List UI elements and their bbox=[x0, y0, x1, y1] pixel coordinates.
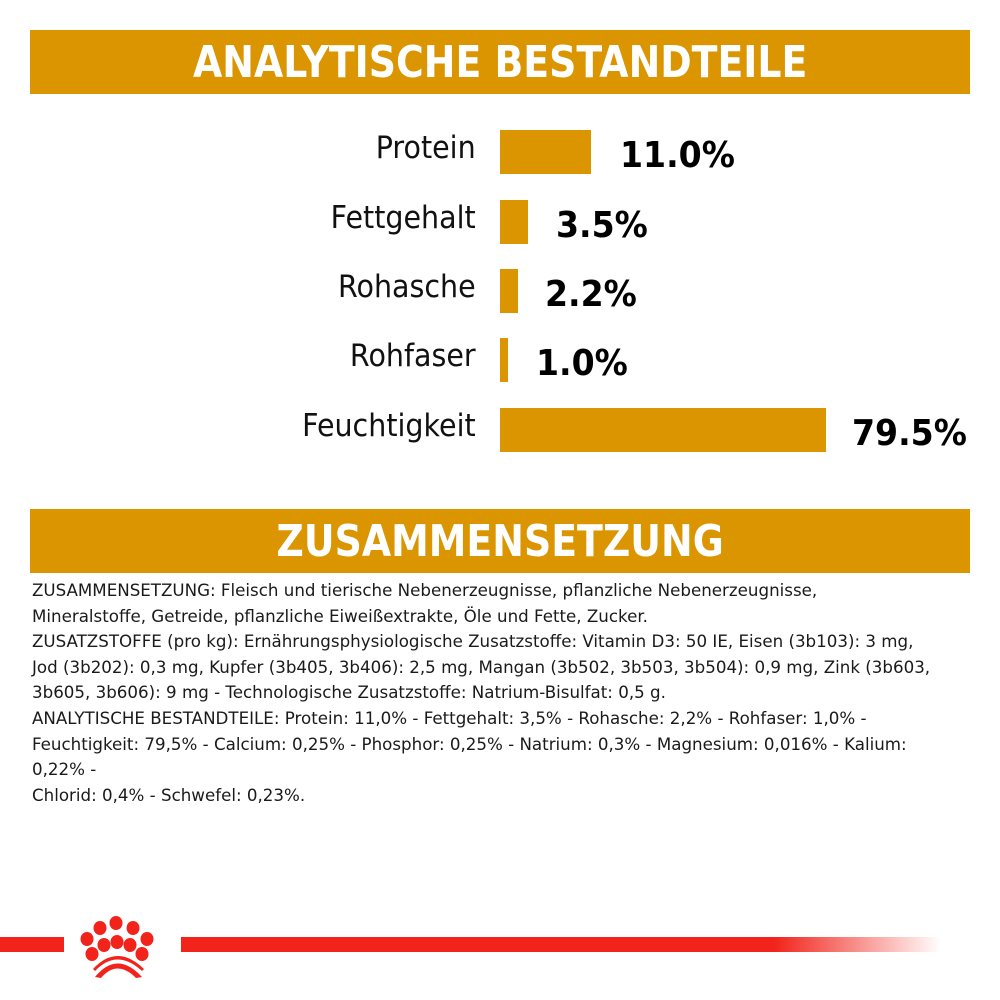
composition-paragraph-analysis-end: Chlorid: 0,4% - Schwefel: 0,23%. bbox=[32, 785, 306, 806]
bar-label: Feuchtigkeit bbox=[302, 408, 476, 444]
composition-paragraph-analysis: ANALYTISCHE BESTANDTEILE: Protein: 11,0%… bbox=[32, 708, 907, 781]
nutrient-bar-chart: Protein 11.0% Fettgehalt 3.5% Rohasche 2.2% Ro… bbox=[0, 0, 1000, 480]
bar-value: 3.5% bbox=[556, 205, 648, 246]
composition-paragraph-ingredients: ZUSAMMENSETZUNG: Fleisch und tierische N… bbox=[32, 581, 818, 627]
bar-label: Rohfaser bbox=[350, 338, 476, 374]
composition-title-banner: ZUSAMMENSETZUNG bbox=[30, 509, 970, 573]
composition-paragraph-additives: ZUSATZSTOFFE (pro kg): Ernährungsphysiol… bbox=[32, 632, 931, 704]
bar-row-rohfaser: Rohfaser 1.0% bbox=[0, 338, 1000, 384]
bar bbox=[500, 269, 518, 313]
bar bbox=[500, 408, 826, 452]
bar-value: 79.5% bbox=[852, 413, 967, 454]
bar bbox=[500, 338, 508, 382]
bar bbox=[500, 130, 591, 174]
composition-title: ZUSAMMENSETZUNG bbox=[276, 515, 724, 567]
bar bbox=[500, 200, 528, 244]
bar-row-fettgehalt: Fettgehalt 3.5% bbox=[0, 200, 1000, 246]
footer-red-line-right bbox=[181, 937, 941, 952]
crown-logo-icon bbox=[70, 915, 180, 981]
bar-value: 2.2% bbox=[545, 274, 637, 315]
bar-value: 1.0% bbox=[536, 343, 628, 384]
bar-label: Fettgehalt bbox=[330, 200, 476, 236]
composition-text: ZUSAMMENSETZUNG: Fleisch und tierische N… bbox=[32, 579, 962, 809]
bar-value: 11.0% bbox=[620, 135, 735, 176]
bar-row-feuchtigkeit: Feuchtigkeit 79.5% bbox=[0, 408, 1000, 454]
analysis-title-banner: ANALYTISCHE BESTANDTEILE bbox=[30, 30, 970, 94]
bar-label: Protein bbox=[376, 130, 476, 166]
footer-red-line-left bbox=[0, 937, 64, 952]
bar-row-rohasche: Rohasche 2.2% bbox=[0, 269, 1000, 315]
bar-label: Rohasche bbox=[338, 269, 476, 305]
analysis-title: ANALYTISCHE BESTANDTEILE bbox=[192, 36, 808, 88]
bar-row-protein: Protein 11.0% bbox=[0, 130, 1000, 176]
